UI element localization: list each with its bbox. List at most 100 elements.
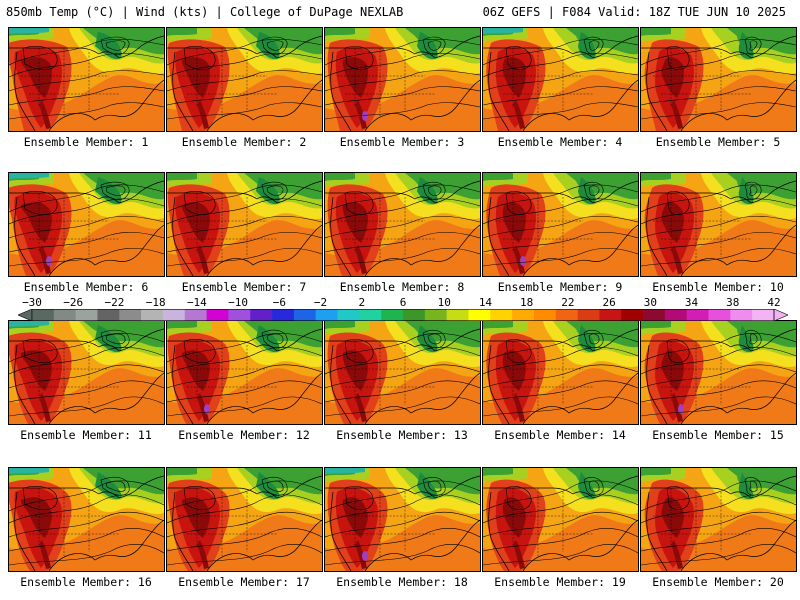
model-run-info: 06Z GEFS | F084 Valid: 18Z TUE JUN 10 20… bbox=[482, 5, 786, 19]
colorbar-swatch bbox=[381, 309, 404, 321]
ensemble-member-map bbox=[482, 172, 639, 277]
colorbar-swatch bbox=[228, 309, 251, 321]
ensemble-member-map bbox=[166, 172, 323, 277]
colorbar-swatch bbox=[359, 309, 382, 321]
colorbar-swatch bbox=[490, 309, 513, 321]
colorbar-tick-label: −26 bbox=[63, 296, 84, 309]
ensemble-member-label: Ensemble Member: 18 bbox=[336, 575, 468, 589]
ensemble-member-map bbox=[324, 172, 481, 277]
colorbar-tick-label: 30 bbox=[643, 296, 657, 309]
colorbar-swatch bbox=[446, 309, 469, 321]
colorbar-tick-label: 42 bbox=[767, 296, 781, 309]
colorbar-swatch bbox=[315, 309, 338, 321]
ensemble-member-map bbox=[640, 320, 797, 425]
colorbar-tick-label: −30 bbox=[22, 296, 42, 309]
ensemble-member-label: Ensemble Member: 15 bbox=[652, 428, 784, 442]
ensemble-member-label: Ensemble Member: 10 bbox=[652, 280, 784, 294]
ensemble-member-map bbox=[324, 467, 481, 572]
colorbar-swatch bbox=[75, 309, 98, 321]
ensemble-member-label: Ensemble Member: 8 bbox=[339, 280, 465, 294]
ensemble-member-label: Ensemble Member: 20 bbox=[652, 575, 784, 589]
ensemble-member-label: Ensemble Member: 9 bbox=[497, 280, 623, 294]
ensemble-member-label: Ensemble Member: 11 bbox=[20, 428, 152, 442]
colorbar-swatch bbox=[141, 309, 164, 321]
colorbar-swatch bbox=[730, 309, 753, 321]
ensemble-member-map bbox=[640, 27, 797, 132]
colorbar-swatch bbox=[708, 309, 731, 321]
colorbar-swatch bbox=[293, 309, 317, 321]
ensemble-member-map bbox=[166, 27, 323, 132]
colorbar-swatch bbox=[424, 309, 447, 321]
ensemble-member-label: Ensemble Member: 1 bbox=[23, 135, 149, 149]
ensemble-member-map bbox=[640, 467, 797, 572]
colorbar-scale bbox=[18, 309, 788, 321]
ensemble-member-label: Ensemble Member: 4 bbox=[497, 135, 623, 149]
colorbar-tick-label: 2 bbox=[358, 296, 366, 309]
ensemble-member-map bbox=[8, 467, 165, 572]
colorbar-swatch bbox=[53, 309, 76, 321]
ensemble-member-label: Ensemble Member: 3 bbox=[339, 135, 465, 149]
colorbar-swatch bbox=[621, 309, 644, 321]
colorbar-tick-label: 18 bbox=[520, 296, 534, 309]
colorbar-tick-label: 14 bbox=[478, 296, 493, 309]
colorbar-swatch bbox=[162, 309, 186, 321]
colorbar-swatch bbox=[206, 309, 229, 321]
colorbar-swatch bbox=[250, 309, 273, 321]
colorbar-swatch bbox=[686, 309, 709, 321]
colorbar-swatch bbox=[184, 309, 207, 321]
colorbar-tick-label: −22 bbox=[104, 296, 125, 309]
colorbar-tick-label: 26 bbox=[602, 296, 616, 309]
colorbar-swatch bbox=[533, 309, 557, 321]
colorbar-tick-label: 10 bbox=[437, 296, 451, 309]
colorbar-tick-label: −14 bbox=[186, 296, 207, 309]
ensemble-member-label: Ensemble Member: 12 bbox=[178, 428, 310, 442]
colorbar-tick-label: 6 bbox=[399, 296, 407, 309]
colorbar-min-arrow bbox=[18, 309, 33, 321]
ensemble-member-label: Ensemble Member: 6 bbox=[23, 280, 149, 294]
colorbar-tick-label: −2 bbox=[313, 296, 328, 309]
temperature-colorbar: −30 −26 −22 −18 −14 −10 −6 −2 2 6 10 14 18 22 26 30 34 38… bbox=[18, 296, 788, 321]
ensemble-member-map bbox=[166, 320, 323, 425]
colorbar-tick-label: 22 bbox=[561, 296, 575, 309]
colorbar-swatch bbox=[97, 309, 120, 321]
colorbar-swatch bbox=[32, 309, 55, 321]
colorbar-swatch bbox=[577, 309, 600, 321]
colorbar-swatch bbox=[119, 309, 142, 321]
ensemble-member-label: Ensemble Member: 16 bbox=[20, 575, 152, 589]
ensemble-member-label: Ensemble Member: 7 bbox=[181, 280, 307, 294]
ensemble-member-map bbox=[324, 320, 481, 425]
ensemble-member-label: Ensemble Member: 14 bbox=[494, 428, 626, 442]
ensemble-member-map bbox=[482, 27, 639, 132]
ensemble-member-map bbox=[324, 27, 481, 132]
colorbar-swatch bbox=[664, 309, 688, 321]
colorbar-tick-label: 34 bbox=[684, 296, 699, 309]
colorbar-swatch bbox=[468, 309, 491, 321]
ensemble-member-label: Ensemble Member: 13 bbox=[336, 428, 468, 442]
colorbar-swatch bbox=[752, 309, 775, 321]
colorbar-swatch bbox=[403, 309, 426, 321]
colorbar-ticks: −30 −26 −22 −18 −14 −10 −6 −2 2 6 10 14 18 22 26 30 34 38… bbox=[18, 296, 788, 309]
colorbar-swatch bbox=[599, 309, 622, 321]
ensemble-member-map bbox=[482, 320, 639, 425]
ensemble-member-label: Ensemble Member: 5 bbox=[655, 135, 781, 149]
colorbar-tick-label: −6 bbox=[272, 296, 286, 309]
ensemble-member-map bbox=[8, 27, 165, 132]
colorbar-tick-label: 38 bbox=[726, 296, 740, 309]
colorbar-max-arrow bbox=[773, 309, 788, 321]
colorbar-tick-label: −18 bbox=[145, 296, 166, 309]
ensemble-member-map bbox=[8, 320, 165, 425]
ensemble-member-label: Ensemble Member: 2 bbox=[181, 135, 307, 149]
ensemble-member-label: Ensemble Member: 17 bbox=[178, 575, 310, 589]
colorbar-swatch bbox=[643, 309, 666, 321]
colorbar-swatch bbox=[272, 309, 295, 321]
map-title: 850mb Temp (°C) | Wind (kts) | College o… bbox=[6, 5, 404, 19]
colorbar-swatch bbox=[555, 309, 578, 321]
ensemble-member-map bbox=[8, 172, 165, 277]
colorbar-tick-label: −10 bbox=[228, 296, 249, 309]
ensemble-member-map bbox=[640, 172, 797, 277]
ensemble-member-map bbox=[482, 467, 639, 572]
colorbar-swatch bbox=[337, 309, 360, 321]
ensemble-member-map bbox=[166, 467, 323, 572]
colorbar-swatch bbox=[512, 309, 535, 321]
ensemble-member-label: Ensemble Member: 19 bbox=[494, 575, 626, 589]
